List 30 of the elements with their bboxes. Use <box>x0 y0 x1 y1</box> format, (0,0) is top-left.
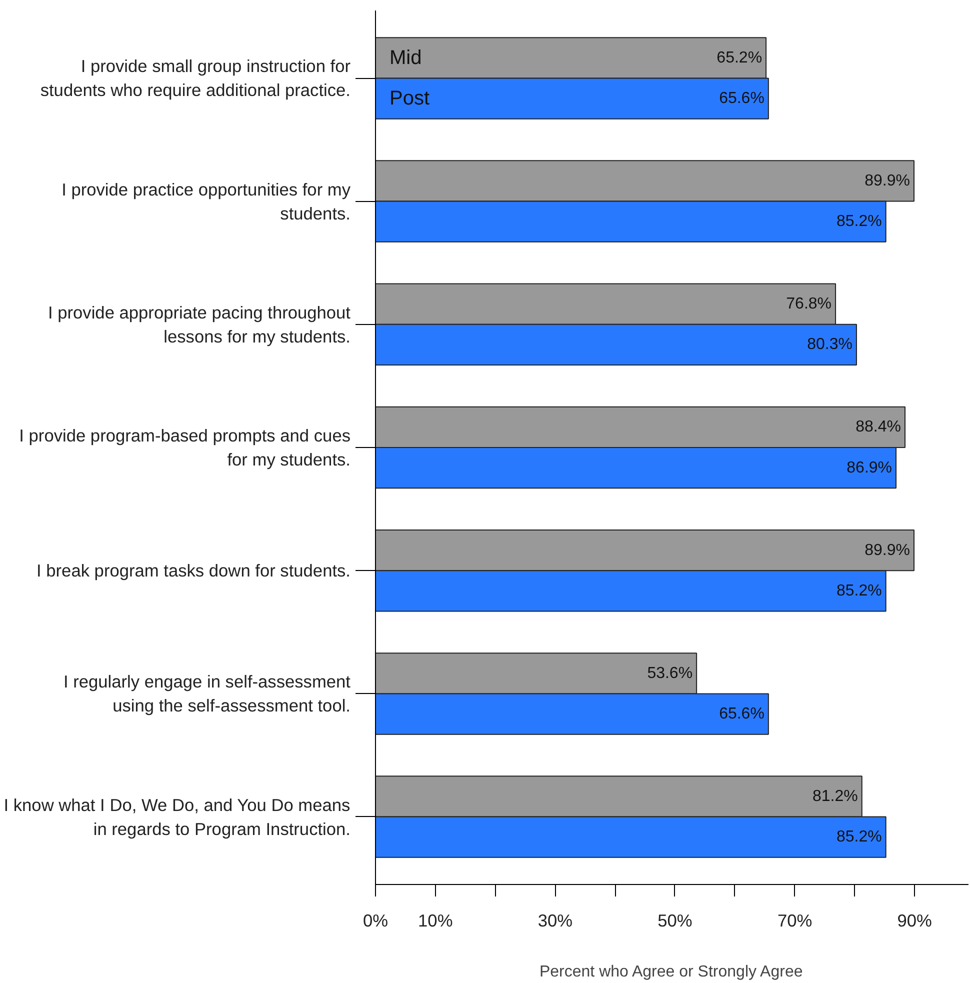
data-label: 53.6% <box>647 664 693 682</box>
data-label: 89.9% <box>864 172 910 190</box>
data-label: 85.2% <box>836 582 882 600</box>
x-tick-label: 0% <box>362 910 388 930</box>
x-tick-label: 70% <box>777 910 812 930</box>
y-tick-label: I break program tasks down for students. <box>36 560 351 581</box>
y-tick-label: I regularly engage in self-assessment using the self-assessment tool. <box>63 672 351 716</box>
y-tick-label: I know what I Do, We Do, and You Do means in regards to Program Instruction. <box>4 794 351 839</box>
data-label: 65.6% <box>719 90 764 108</box>
series-label: Mid <box>390 46 422 69</box>
y-tick-label: I provide practice opportunities for my students. <box>62 179 351 224</box>
x-tick-label: 90% <box>897 910 932 930</box>
data-label: 89.9% <box>864 542 910 559</box>
data-label: 65.6% <box>719 706 764 723</box>
data-label: 85.2% <box>836 213 882 230</box>
data-label: 86.9% <box>846 459 892 476</box>
x-tick-label: 30% <box>538 910 573 930</box>
y-tick-label: I provide appropriate pacing throughout lessons for my students. <box>48 302 351 346</box>
x-tick-label: 10% <box>418 910 453 930</box>
data-label: 80.3% <box>807 336 852 354</box>
series-label: Post <box>390 88 430 110</box>
y-tick-label: I provide small group instruction for students who require additional practice. <box>40 56 351 100</box>
y-tick-label: I provide program-based prompts and cues for my students. <box>19 426 351 470</box>
data-label: 88.4% <box>856 418 902 436</box>
data-label: 65.2% <box>716 49 762 66</box>
data-label: 85.2% <box>836 828 882 846</box>
data-label: 81.2% <box>812 788 858 805</box>
x-axis-title: Percent who Agree or Strongly Agree <box>539 964 803 980</box>
x-tick-label: 50% <box>658 910 692 930</box>
data-label: 76.8% <box>786 296 832 313</box>
